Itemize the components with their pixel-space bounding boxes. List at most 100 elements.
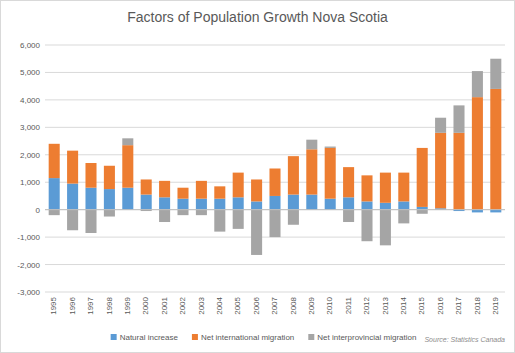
grid-line [45,209,505,210]
bar [435,118,446,133]
bar [214,199,225,210]
bar [361,201,372,209]
x-tick-label: 2018 [473,296,482,314]
x-tick-label: 1996 [68,296,77,314]
bar [233,210,244,229]
x-tick-label: 2006 [252,296,261,314]
x-tick-label: 2005 [233,296,242,314]
bar [453,105,464,132]
bar [67,151,78,184]
bar [269,196,280,210]
legend-item: Natural increase [111,333,179,342]
legend-swatch [308,334,314,340]
bar [196,181,207,199]
bar [67,210,78,231]
title: Factors of Population Growth Nova Scotia [127,9,388,25]
x-tick-label: 2014 [399,296,408,314]
x-tick-label: 2010 [325,296,334,314]
x-tick-label: 2000 [141,296,150,314]
bar [269,210,280,237]
bar [343,167,354,197]
bar [361,175,372,201]
bar [306,195,317,210]
legend-swatch [111,334,117,340]
bar [122,188,133,210]
legend-label: Net international migration [201,333,294,342]
y-tick-label: 3,000 [20,123,41,132]
x-tick-label: 2019 [491,296,500,314]
y-tick-label: 6,000 [20,41,41,50]
bar [306,149,317,194]
bar [85,210,96,233]
x-tick-label: 2017 [454,296,463,314]
bar [159,210,170,222]
bar [177,210,188,215]
x-tick-label: 2002 [178,296,187,314]
y-tick-label: 0 [36,206,41,215]
bar [306,140,317,150]
bar [122,138,133,145]
bar [196,199,207,210]
y-tick-label: 5,000 [20,68,41,77]
chart-border [1,1,515,353]
x-tick-label: 2008 [289,296,298,314]
x-tick-label: 1998 [105,296,114,314]
bar [472,97,483,210]
x-tick-label: 2013 [381,296,390,314]
bar [49,144,60,178]
bar [380,173,391,203]
bar [325,148,336,199]
bars [49,59,502,255]
grid [45,45,505,292]
bar [159,197,170,209]
bar [398,210,409,224]
x-tick-label: 2009 [307,296,316,314]
x-tick-label: 2012 [362,296,371,314]
chart: Factors of Population Growth Nova Scotia… [0,0,515,353]
grid-line [45,99,505,100]
bar [196,210,207,215]
x-tick-label: 1997 [86,296,95,314]
bar [159,181,170,197]
x-tick-label: 1999 [123,296,132,314]
bar [398,173,409,202]
x-tick-label: 2007 [270,296,279,314]
bar [104,210,115,217]
bar [490,89,501,210]
bar [453,133,464,210]
bar [343,197,354,209]
bar [269,169,280,196]
bar [251,201,262,209]
x-axis-line [45,209,505,210]
bar [233,197,244,209]
x-tick-label: 1995 [49,296,58,314]
bar [233,173,244,198]
y-tick-label: -2,000 [17,261,40,270]
legend-item: Net international migration [192,333,294,342]
x-tick-label: 2016 [436,296,445,314]
bar [141,179,152,194]
bar [85,188,96,210]
bar [104,166,115,189]
x-tick-label: 2004 [215,296,224,314]
x-tick-label: 2011 [344,296,353,314]
bar [67,184,78,210]
bar [325,147,336,148]
bar [288,156,299,194]
bar [104,189,115,210]
bar [361,210,372,242]
bar [380,203,391,210]
x-tick-label: 2003 [197,296,206,314]
legend-label: Net interprovincial migration [317,333,416,342]
grid-line [45,72,505,73]
y-tick-label: 2,000 [20,151,41,160]
bar [288,210,299,225]
legend-item: Net interprovincial migration [308,333,416,342]
bar [177,199,188,210]
y-tick-label: 4,000 [20,96,41,105]
x-tick-label: 2015 [417,296,426,314]
bar [288,195,299,210]
y-tick-label: -1,000 [17,233,40,242]
bar [325,199,336,210]
grid-line [45,45,505,46]
